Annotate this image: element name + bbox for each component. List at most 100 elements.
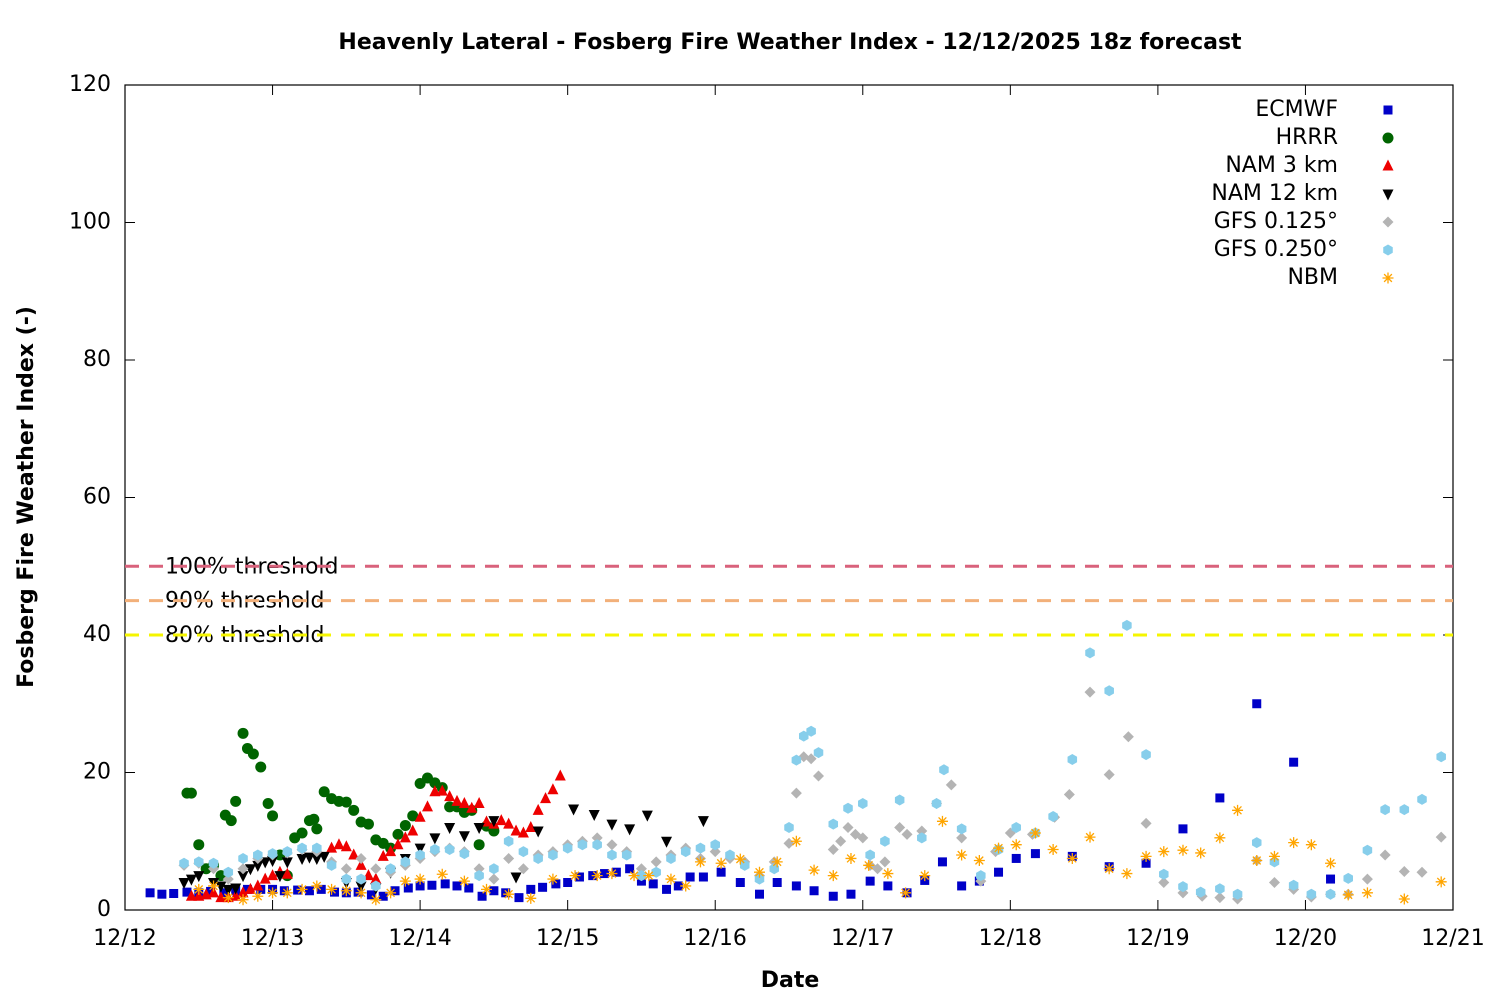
marker: [957, 881, 967, 891]
marker: [1104, 685, 1114, 697]
marker: [813, 747, 824, 759]
marker: [436, 868, 448, 880]
marker: [754, 889, 764, 899]
marker: [452, 881, 462, 891]
marker: [1435, 876, 1447, 888]
marker: [651, 866, 661, 878]
marker: [340, 863, 352, 875]
marker: [1289, 757, 1299, 767]
marker: [281, 857, 293, 869]
marker: [466, 801, 478, 813]
marker: [1140, 817, 1152, 829]
marker: [1178, 824, 1188, 834]
marker: [348, 848, 360, 860]
marker: [415, 849, 425, 861]
marker: [355, 887, 367, 899]
marker: [157, 889, 167, 899]
marker: [1361, 873, 1373, 885]
marker: [193, 839, 205, 851]
marker: [377, 849, 389, 861]
marker: [1379, 849, 1391, 861]
marker: [326, 883, 338, 895]
marker: [1380, 804, 1390, 816]
marker: [1232, 888, 1243, 900]
marker: [421, 800, 433, 812]
marker: [1436, 751, 1446, 763]
marker: [1362, 844, 1373, 856]
marker: [1158, 877, 1170, 888]
marker: [695, 842, 706, 854]
marker: [474, 870, 484, 882]
marker: [661, 836, 673, 848]
legend-label: NAM 3 km: [1225, 153, 1338, 178]
marker: [772, 878, 782, 887]
marker: [444, 823, 456, 834]
y-tick-label: 100: [69, 210, 111, 235]
marker: [725, 849, 735, 861]
marker: [1103, 769, 1115, 781]
marker: [311, 853, 323, 865]
marker: [208, 880, 220, 892]
marker: [533, 852, 543, 864]
marker: [697, 816, 709, 828]
marker: [901, 828, 913, 840]
marker: [739, 859, 750, 871]
marker: [532, 826, 544, 838]
marker: [385, 845, 397, 857]
marker: [1305, 839, 1317, 851]
marker: [222, 873, 234, 885]
marker: [548, 849, 558, 861]
marker: [1382, 216, 1394, 228]
y-tick-label: 20: [83, 760, 111, 785]
x-tick-label: 12/13: [241, 926, 304, 951]
marker: [809, 886, 819, 896]
marker: [591, 870, 603, 882]
marker: [407, 824, 419, 836]
marker: [267, 848, 278, 860]
marker: [621, 849, 632, 861]
marker: [1141, 749, 1151, 761]
marker: [882, 868, 894, 880]
marker: [414, 810, 426, 822]
marker: [931, 797, 942, 809]
marker: [489, 886, 499, 896]
y-tick-label: 0: [97, 897, 111, 922]
marker: [592, 839, 602, 851]
marker: [1288, 837, 1300, 849]
marker: [547, 873, 559, 885]
marker: [399, 831, 411, 843]
marker: [1066, 852, 1078, 864]
marker: [806, 725, 816, 737]
marker: [1122, 731, 1134, 743]
marker: [208, 857, 219, 869]
marker: [225, 815, 237, 827]
marker: [222, 884, 234, 896]
marker: [488, 873, 500, 885]
marker: [827, 870, 839, 882]
marker: [680, 846, 691, 858]
marker: [237, 871, 249, 883]
marker: [1382, 132, 1394, 144]
marker: [857, 832, 869, 844]
marker: [1214, 832, 1226, 844]
marker: [1140, 850, 1152, 862]
marker: [473, 839, 485, 851]
marker: [311, 823, 323, 835]
marker: [624, 824, 636, 836]
marker: [371, 880, 381, 892]
marker: [1325, 857, 1337, 869]
marker: [414, 873, 426, 885]
marker: [444, 790, 456, 802]
marker: [223, 866, 234, 878]
marker: [1122, 619, 1132, 631]
marker: [488, 816, 500, 828]
marker: [340, 840, 352, 852]
marker: [650, 856, 662, 868]
marker: [362, 818, 374, 830]
marker: [588, 809, 600, 821]
marker: [715, 857, 727, 869]
x-tick-label: 12/19: [1126, 926, 1189, 951]
y-tick-label: 120: [69, 72, 111, 97]
marker: [230, 883, 242, 895]
